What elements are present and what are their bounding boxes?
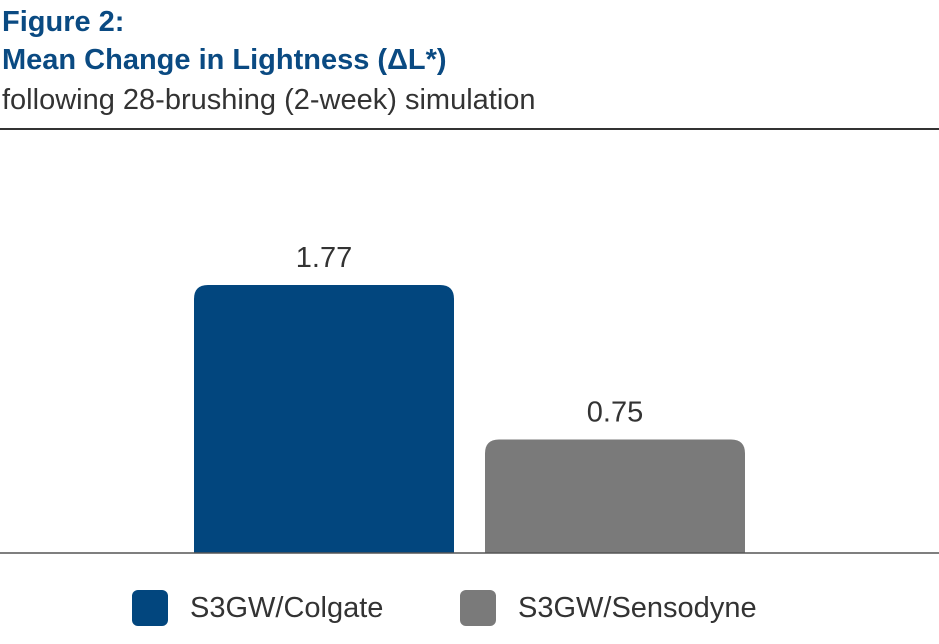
- bar-s3gw-sensodyne: [485, 439, 745, 553]
- chart-title: Mean Change in Lightness (ΔL*): [2, 44, 447, 76]
- figure-label: Figure 2:: [2, 6, 125, 38]
- bar-s3gw-colgate: [194, 285, 454, 553]
- legend-swatch-s3gw-sensodyne: [460, 590, 496, 626]
- title-divider: [0, 128, 939, 130]
- legend-label-s3gw-sensodyne: S3GW/Sensodyne: [518, 591, 757, 624]
- data-label-s3gw-colgate: 1.77: [296, 242, 352, 274]
- legend-item-s3gw-colgate: S3GW/Colgate: [132, 588, 383, 628]
- chart-legend: S3GW/Colgate S3GW/Sensodyne: [0, 588, 939, 628]
- legend-item-s3gw-sensodyne: S3GW/Sensodyne: [460, 588, 757, 628]
- chart-subtitle: following 28-brushing (2-week) simulatio…: [2, 84, 536, 116]
- legend-label-s3gw-colgate: S3GW/Colgate: [190, 591, 384, 624]
- data-label-s3gw-sensodyne: 0.75: [587, 396, 643, 428]
- legend-swatch-s3gw-colgate: [132, 590, 168, 626]
